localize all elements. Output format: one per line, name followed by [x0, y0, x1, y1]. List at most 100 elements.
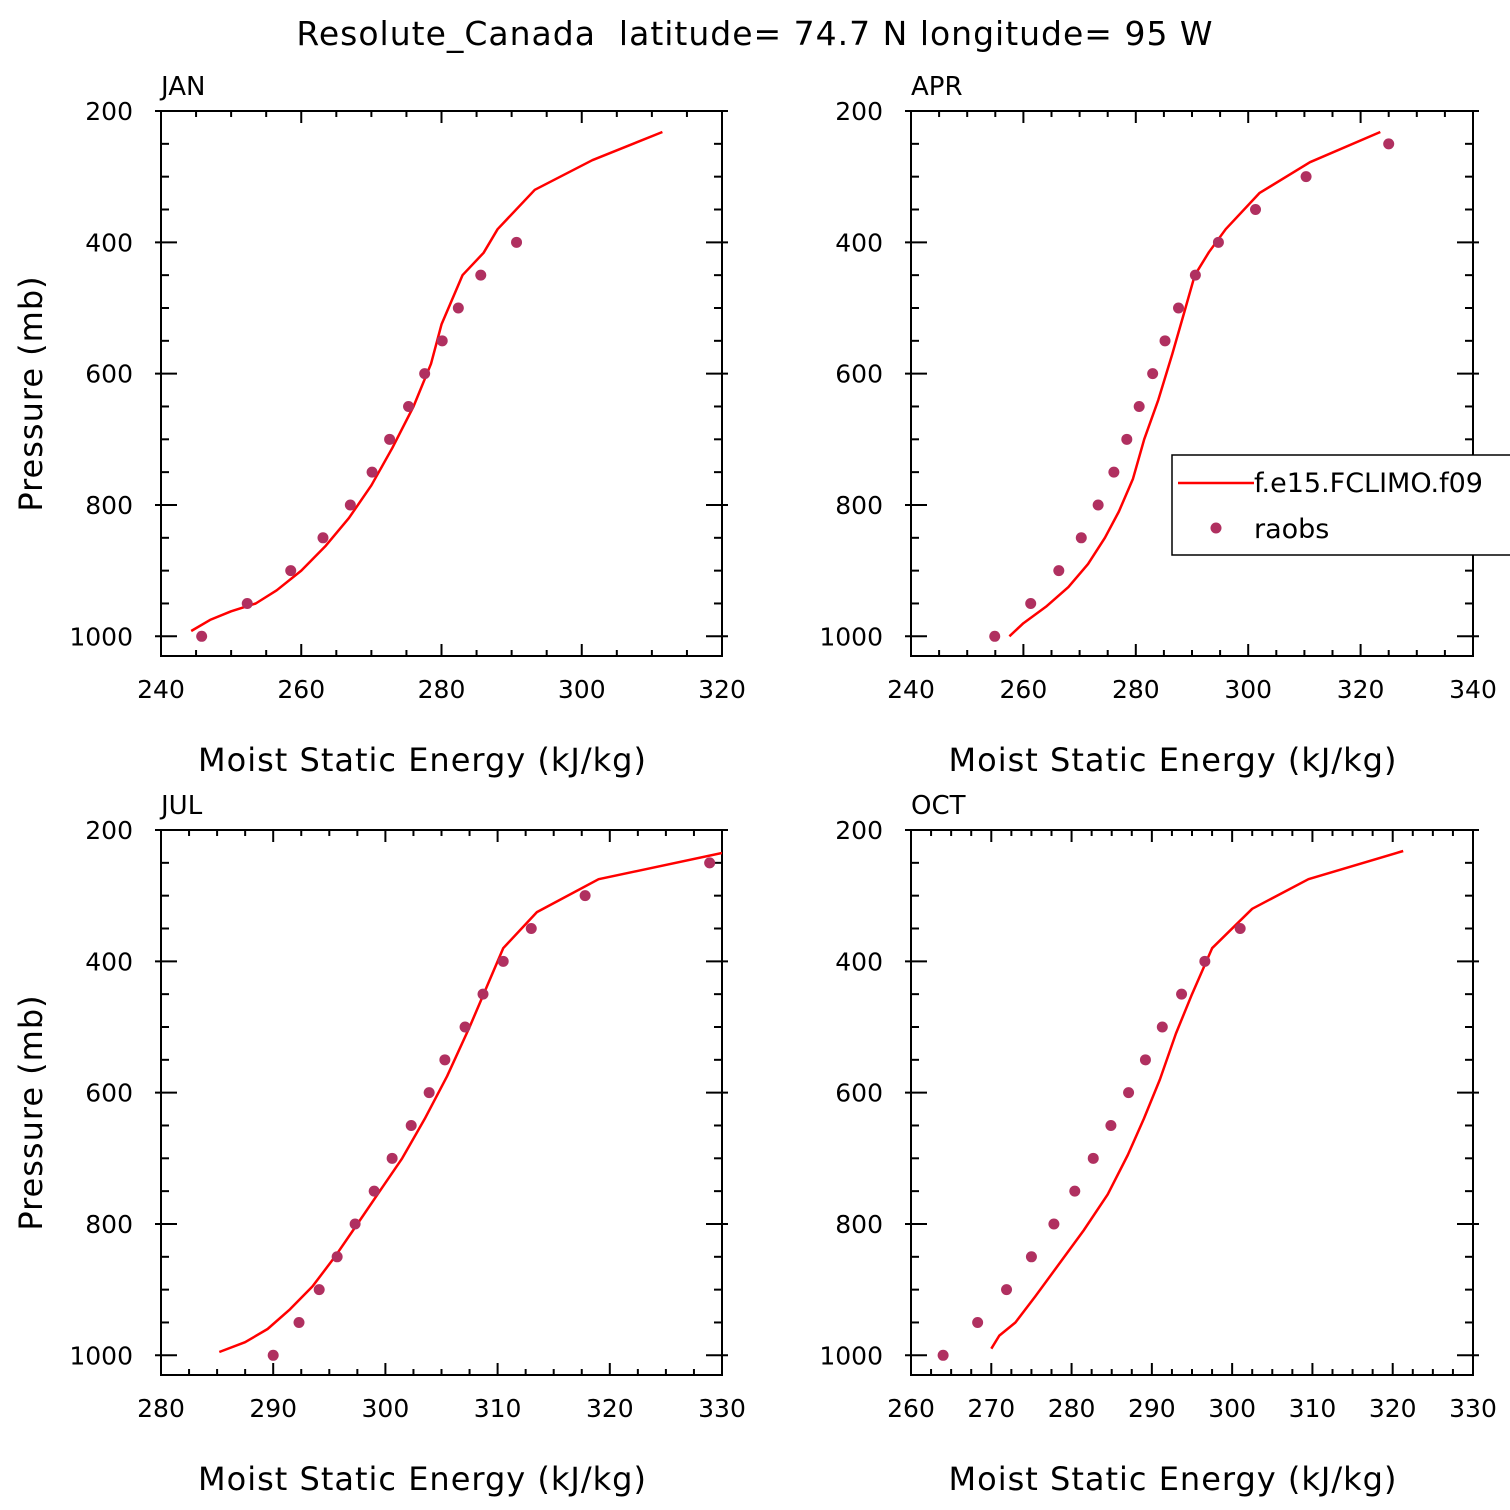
x-tick-label: 330 — [1449, 1394, 1497, 1423]
panel-apr: APR 240 260 280 300 320 340 200 400 600 800 1000 Moi… — [819, 72, 1496, 779]
panel-jan: JAN 240 260 280 300 320 200 400 600 800 1000 Moist … — [12, 72, 746, 779]
x-tick-label: 320 — [1337, 675, 1385, 704]
y-axis-label: Pressure (mb) — [12, 275, 50, 511]
raobs-point — [1025, 597, 1037, 609]
x-tick-label: 320 — [1369, 1394, 1417, 1423]
raobs-point — [419, 368, 431, 380]
x-tick-label: 290 — [249, 1394, 297, 1423]
x-tick-label: 270 — [967, 1394, 1015, 1423]
raobs-point — [1234, 922, 1246, 934]
raobs-point — [331, 1251, 343, 1263]
x-tick-label: 260 — [277, 675, 325, 704]
y-tick-label: 400 — [85, 947, 133, 976]
raobs-point — [1075, 532, 1087, 544]
raobs-point — [1383, 138, 1395, 150]
panel-jul: JUL 280 290 300 310 320 330 200 400 600 800 1000 Moi… — [12, 791, 746, 1498]
raobs-point — [1105, 1119, 1117, 1131]
raobs-point — [1189, 269, 1201, 281]
x-tick-label: 290 — [1128, 1394, 1176, 1423]
plot-frame — [910, 829, 1474, 1376]
plot-frame — [160, 829, 723, 1376]
raobs-point — [972, 1316, 984, 1328]
panel-label: JUL — [159, 791, 203, 821]
raobs-point — [317, 532, 329, 544]
raobs-point — [511, 236, 523, 248]
x-axis-label: Moist Static Energy (kJ/kg) — [198, 1460, 647, 1498]
y-tick-label: 600 — [85, 360, 133, 389]
raobs-point — [1053, 565, 1065, 577]
x-tick-label: 300 — [558, 675, 606, 704]
raobs-point — [1147, 368, 1159, 380]
raobs-point — [405, 1119, 417, 1131]
x-tick-label: 300 — [1208, 1394, 1256, 1423]
raobs-point — [525, 922, 537, 934]
plot-frame — [910, 110, 1474, 657]
y-tick-label: 200 — [85, 816, 133, 845]
raobs-point — [1087, 1152, 1099, 1164]
raobs-point — [704, 857, 716, 869]
x-tick-label: 310 — [1289, 1394, 1337, 1423]
model-line — [218, 851, 722, 1354]
y-tick-label: 200 — [835, 816, 883, 845]
raobs-point — [1199, 955, 1211, 967]
raobs-point — [313, 1284, 325, 1296]
legend-label-raobs: raobs — [1254, 514, 1329, 545]
raobs-point — [452, 302, 464, 314]
y-tick-label: 200 — [85, 97, 133, 126]
raobs-point — [1133, 400, 1145, 412]
x-tick-label: 260 — [887, 1394, 935, 1423]
raobs-point — [497, 955, 509, 967]
raobs-point — [285, 565, 297, 577]
raobs-point — [1173, 302, 1185, 314]
x-tick-label: 280 — [1048, 1394, 1096, 1423]
y-tick-label: 1000 — [819, 622, 883, 651]
x-tick-label: 340 — [1449, 675, 1497, 704]
y-tick-label: 400 — [835, 228, 883, 257]
raobs-point — [1108, 466, 1120, 478]
raobs-point — [366, 466, 378, 478]
y-tick-label: 600 — [85, 1079, 133, 1108]
x-tick-label: 280 — [137, 1394, 185, 1423]
raobs-point — [579, 890, 591, 902]
y-tick-label: 800 — [85, 491, 133, 520]
legend-label-model: f.e15.FCLIMO.f09 — [1254, 468, 1483, 499]
y-tick-label: 200 — [835, 97, 883, 126]
y-tick-label: 400 — [85, 228, 133, 257]
raobs-point — [1212, 236, 1224, 248]
raobs-point — [1069, 1185, 1081, 1197]
raobs-point — [293, 1316, 305, 1328]
legend: f.e15.FCLIMO.f09 raobs — [1171, 454, 1510, 556]
raobs-point — [423, 1087, 435, 1099]
y-tick-label: 600 — [835, 1079, 883, 1108]
raobs-point — [1123, 1087, 1135, 1099]
y-tick-label: 1000 — [69, 1341, 133, 1370]
raobs-point — [937, 1349, 949, 1361]
raobs-point — [241, 597, 253, 609]
x-tick-label: 330 — [698, 1394, 746, 1423]
x-tick-label: 310 — [474, 1394, 522, 1423]
raobs-point — [439, 1054, 451, 1066]
raobs-point — [1159, 335, 1171, 347]
raobs-point — [1139, 1054, 1151, 1066]
x-tick-label: 320 — [586, 1394, 634, 1423]
panel-label: JAN — [159, 72, 205, 102]
raobs-point — [1300, 171, 1312, 183]
plot-frame — [160, 110, 723, 657]
raobs-point — [1156, 1021, 1168, 1033]
model-line — [990, 849, 1404, 1350]
panel-label: OCT — [911, 791, 966, 821]
raobs-point — [349, 1218, 361, 1230]
x-axis-label: Moist Static Energy (kJ/kg) — [949, 741, 1398, 779]
y-tick-label: 800 — [85, 1210, 133, 1239]
panel-oct: OCT 260 270 280 290 300 310 320 330 200 400 600 800 1… — [819, 791, 1496, 1498]
y-tick-label: 600 — [835, 360, 883, 389]
y-tick-label: 1000 — [69, 622, 133, 651]
raobs-point — [436, 335, 448, 347]
panels: JAN 240 260 280 300 320 200 400 600 800 1000 Moist … — [12, 72, 1510, 1498]
raobs-point — [1176, 988, 1188, 1000]
raobs-point — [1250, 203, 1262, 215]
y-axis-label: Pressure (mb) — [12, 994, 50, 1230]
x-tick-label: 280 — [1112, 675, 1160, 704]
x-tick-label: 320 — [698, 675, 746, 704]
raobs-point — [1025, 1251, 1037, 1263]
